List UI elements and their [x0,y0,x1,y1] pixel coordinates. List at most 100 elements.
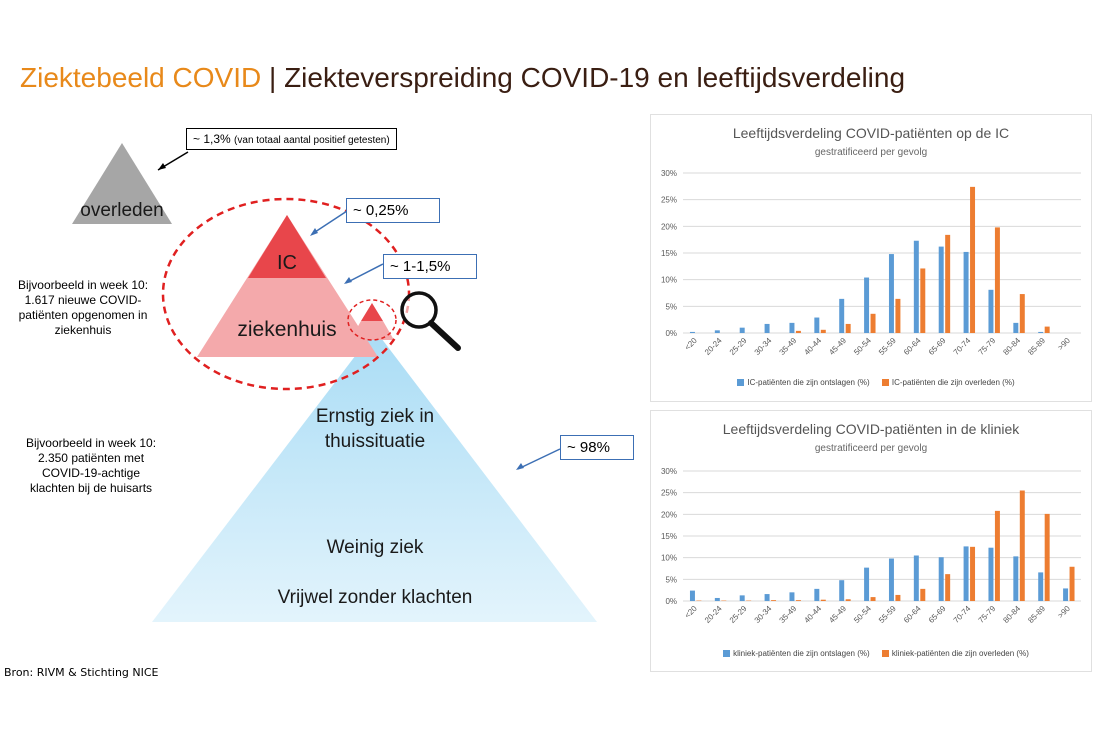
arrow-total [517,448,561,470]
x-tick-label: 80-84 [1001,336,1022,357]
y-tick-label: 20% [661,510,677,519]
arrowhead-deceased [158,163,166,170]
severe-home-line-2: thuissituatie [324,431,426,452]
ic-chart-plot: 0% 5% 10% 15% 20% 25% 30% <20 20-24 25-29 30-34 35-… [661,169,1081,357]
base-pyramid [152,330,597,622]
hospital-dashed-ellipse [161,197,411,391]
x-tick-label: 35-49 [778,604,799,625]
ic-chart-title: Leeftijdsverdeling COVID-patiënten op de… [732,125,1010,141]
y-tick-label: 10% [661,554,677,563]
legend-swatch-discharged [737,379,745,387]
bar [913,555,919,601]
y-tick-label: 15% [661,249,677,258]
x-tick-label: 85-89 [1026,604,1047,625]
bar [945,574,951,601]
severity-pyramid [72,143,597,622]
note-gp-line-2: 2.350 patiënten met [37,451,145,465]
y-tick-label: 5% [665,302,677,311]
x-tick-label: 50-54 [852,336,873,357]
bar [689,331,695,333]
y-tick-label: 15% [661,532,677,541]
arrowhead-ic [310,228,318,236]
bar [988,547,994,601]
clinic-chart-plot: 0% 5% 10% 15% 20% 25% 30% <20 20-24 25-29 30-34 35-… [661,467,1081,625]
hospital-triangle [197,215,378,357]
callout-ic: ~ 0,25% [346,198,440,223]
title-separator: | [261,62,285,93]
bar [789,322,795,333]
y-tick-label: 30% [661,169,677,178]
bar [1013,556,1019,601]
x-tick-label: 45-49 [827,604,848,625]
bar [963,251,969,333]
bar [970,186,976,333]
bar [764,323,770,333]
x-tick-label: 75-79 [977,336,998,357]
x-tick-label: <20 [683,604,699,620]
bar [938,246,944,333]
x-tick-label: 45-49 [827,336,848,357]
bar [888,558,894,601]
x-tick-label: 55-59 [877,604,898,625]
bar [913,240,919,333]
x-tick-label: 60-64 [902,604,923,625]
clinic-chart-title: Leeftijdsverdeling COVID-patiënten in de… [722,421,1020,437]
bar [870,597,876,601]
source-note: Bron: RIVM & Stichting NICE [4,666,159,679]
note-hospital-line-1: Bijvoorbeeld in week 10: [17,278,149,292]
bar [764,594,770,601]
note-gp-line-3: COVID-19-achtige [41,466,141,480]
bar [1069,566,1075,601]
arrow-hospital [345,263,384,284]
clinic-age-chart: Leeftijdsverdeling COVID-patiënten in de… [650,410,1092,672]
bar [938,557,944,601]
callout-deceased: ~ 1,3% (van totaal aantal positief getes… [186,128,397,150]
y-tick-label: 20% [661,222,677,231]
legend-label-discharged: IC-patiënten die zijn ontslagen (%) [747,378,870,387]
legend-label-discharged: kliniek-patiënten die zijn ontslagen (%) [733,649,870,658]
legend-swatch-deceased [881,650,889,658]
x-tick-label: 30-34 [753,336,774,357]
bar [814,588,820,601]
deceased-label: overleden [80,200,164,221]
severe-home-line-1: Ernstig ziek in [315,406,435,427]
legend-label-deceased: kliniek-patiënten die zijn overleden (%) [891,649,1029,658]
bar [920,588,926,601]
magnifier-icon [400,291,461,351]
zoom-dashed-circle [347,299,397,341]
bar [1038,572,1044,601]
bar [739,327,745,333]
bar [994,510,1000,601]
callout-deceased-main: ~ 1,3% [193,132,231,146]
x-tick-label: 75-79 [977,604,998,625]
bar [970,546,976,601]
x-tick-label: 35-49 [778,336,799,357]
y-tick-label: 0% [665,329,677,338]
x-tick-label: 40-44 [802,604,823,625]
callout-hospital: ~ 1-1,5% [383,254,477,279]
bar [895,298,901,333]
bar [1044,326,1050,333]
x-tick-label: <20 [683,336,699,352]
x-tick-label: >90 [1056,604,1072,620]
bar [945,234,951,333]
note-gp-line-1: Bijvoorbeeld in week 10: [25,436,157,450]
bar [795,600,801,601]
ic-triangle [248,215,326,278]
bar [845,599,851,601]
small-ic-triangle [361,303,383,321]
y-tick-label: 0% [665,597,677,606]
bar [820,599,826,601]
y-tick-label: 5% [665,575,677,584]
bar [739,595,745,601]
bar [1063,588,1069,601]
x-tick-label: 25-29 [728,336,749,357]
bar [771,600,777,601]
no-symptoms-label: Vrijwel zonder klachten [277,587,473,608]
bar [789,592,795,601]
x-tick-label: 80-84 [1001,604,1022,625]
bar [814,317,820,333]
x-tick-label: 30-34 [753,604,774,625]
title-part-1: Ziektebeeld COVID [20,62,262,93]
ic-chart-subtitle: gestratificeerd per gevolg [814,147,928,158]
